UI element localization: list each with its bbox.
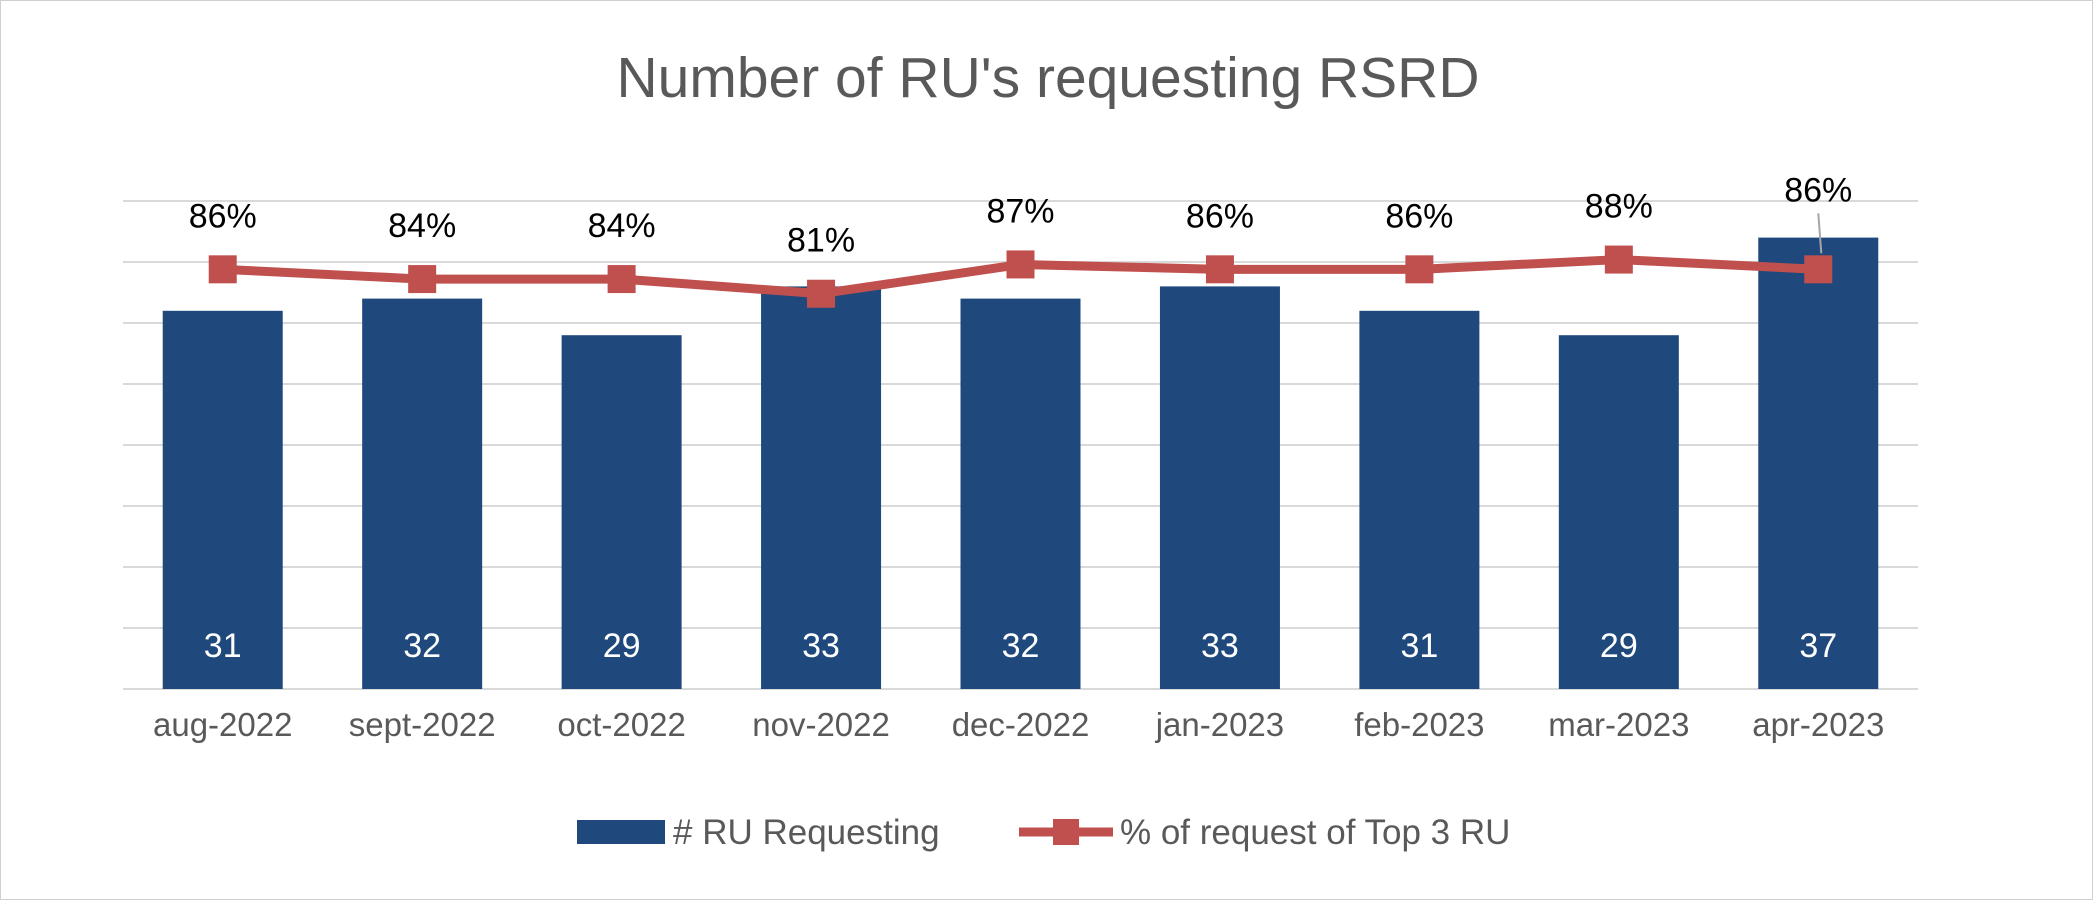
line-marker: [1205, 255, 1234, 284]
bar: [1159, 286, 1280, 689]
line-marker: [807, 279, 836, 308]
chart-title: Number of RU's requesting RSRD: [616, 46, 1479, 110]
x-tick-label: apr-2023: [1752, 706, 1884, 743]
line-marker: [1604, 245, 1633, 274]
percent-value-label: 84%: [588, 207, 656, 245]
bar: [1558, 335, 1679, 689]
bar-value-label: 37: [1799, 627, 1837, 665]
line-marker: [208, 255, 237, 284]
x-tick-label: aug-2022: [153, 706, 292, 743]
line-marker: [1006, 250, 1035, 279]
legend-line-label: % of request of Top 3 RU: [1120, 813, 1510, 852]
legend-bar-swatch: [577, 820, 665, 844]
percent-value-label: 84%: [388, 207, 456, 245]
x-tick-label: feb-2023: [1354, 706, 1484, 743]
x-tick-label: mar-2023: [1548, 706, 1689, 743]
bar-value-label: 31: [1400, 627, 1438, 665]
bar: [561, 335, 682, 689]
bar-value-label: 33: [1201, 627, 1239, 665]
line-markers: [208, 245, 1833, 308]
data-label-leader-line: [1817, 213, 1823, 254]
line-marker: [408, 265, 437, 294]
x-tick-label: jan-2023: [1155, 706, 1284, 743]
line-marker: [1804, 255, 1833, 284]
bar: [1359, 310, 1480, 689]
bar: [761, 286, 882, 689]
x-axis-tick-labels: aug-2022 sept-2022 oct-2022 nov-2022 dec-202…: [153, 706, 1884, 743]
bar-series: [162, 237, 1879, 689]
x-tick-label: dec-2022: [952, 706, 1090, 743]
percent-value-label: 86%: [1784, 171, 1852, 209]
percent-value-label: 81%: [787, 222, 855, 260]
bar-value-label: 29: [1600, 627, 1638, 665]
percent-value-label: 88%: [1585, 188, 1653, 226]
bar-value-label: 31: [204, 627, 242, 665]
line-data-labels: 86% 84% 84% 81% 87% 86% 86% 88% 86%: [189, 171, 1853, 259]
x-tick-label: sept-2022: [349, 706, 496, 743]
percent-value-label: 86%: [1186, 197, 1254, 235]
percent-value-label: 86%: [1385, 197, 1453, 235]
line-marker: [1405, 255, 1434, 284]
line-marker: [607, 265, 636, 294]
bar-value-label: 32: [403, 627, 441, 665]
legend-bar-label: # RU Requesting: [673, 813, 940, 852]
bar-value-label: 33: [802, 627, 840, 665]
bar-value-label: 29: [603, 627, 641, 665]
legend-line-marker: [1053, 819, 1079, 845]
x-tick-label: nov-2022: [752, 706, 890, 743]
bar: [362, 298, 483, 689]
bar: [960, 298, 1081, 689]
x-tick-label: oct-2022: [557, 706, 685, 743]
percent-value-label: 87%: [986, 192, 1054, 230]
bar: [162, 310, 283, 689]
percent-value-label: 86%: [189, 197, 257, 235]
bar-value-label: 32: [1002, 627, 1040, 665]
bar-data-labels: 31 32 29 33 32 33 31 29 37: [204, 627, 1837, 665]
legend: # RU Requesting % of request of Top 3 RU: [577, 813, 1510, 852]
bar: [1758, 237, 1879, 689]
